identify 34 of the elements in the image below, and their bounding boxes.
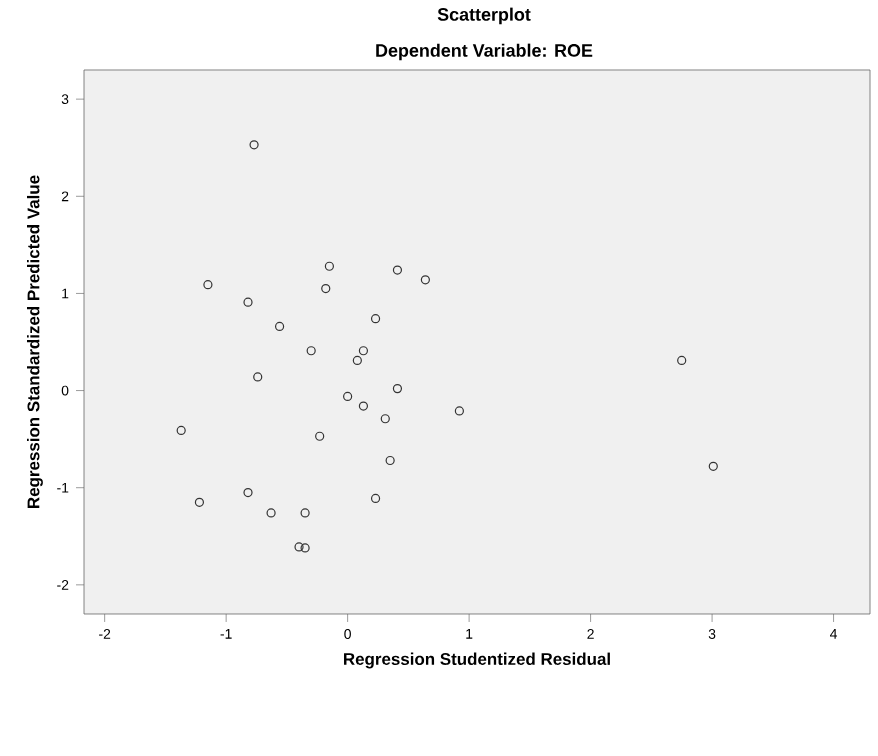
- point: [306, 346, 316, 356]
- point: [370, 493, 381, 503]
- point: [370, 314, 381, 324]
- point: [358, 346, 369, 356]
- point: [253, 372, 263, 382]
- point: [324, 261, 334, 271]
- point: [392, 384, 403, 394]
- point: [266, 508, 276, 518]
- point: [454, 406, 464, 416]
- chart-subtitle: Dependent Variable: ROE: [376, 43, 593, 61]
- point: [315, 431, 325, 441]
- point: [300, 543, 310, 553]
- point: [294, 542, 304, 552]
- point: [677, 355, 687, 366]
- point: [194, 497, 205, 507]
- point: [358, 401, 369, 411]
- point: [203, 280, 213, 290]
- x-axis-title: Regression Studentized Residual: [344, 652, 610, 669]
- chart-title: Scatterplot: [437, 7, 531, 25]
- point: [249, 140, 259, 150]
- point: [352, 355, 362, 366]
- point: [343, 391, 353, 401]
- point: [708, 461, 718, 471]
- point: [243, 487, 253, 498]
- point: [274, 321, 285, 332]
- point: [420, 275, 430, 285]
- point: [380, 414, 390, 424]
- y-axis-title: Regression Standardized Predicted Value: [27, 175, 43, 508]
- point: [300, 508, 310, 518]
- point: [392, 265, 403, 275]
- point: [176, 425, 186, 435]
- point: [321, 283, 331, 294]
- point: [243, 297, 253, 307]
- point: [385, 455, 395, 466]
